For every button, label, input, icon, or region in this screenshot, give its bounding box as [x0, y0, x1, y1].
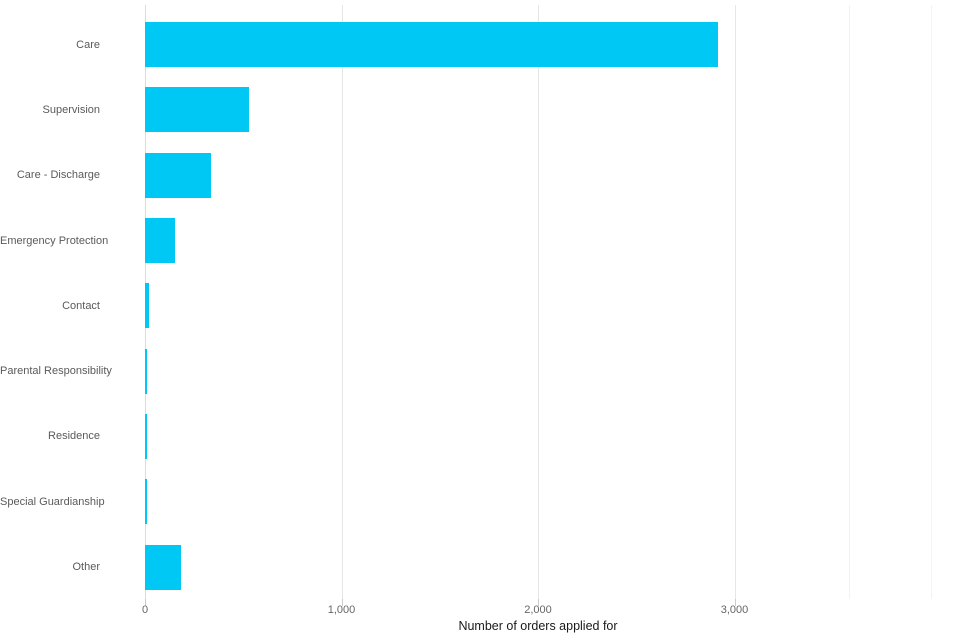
bar[interactable] [145, 218, 175, 263]
category-label: Other [72, 561, 100, 573]
x-tick-mark [538, 599, 539, 606]
bar[interactable] [145, 152, 212, 198]
bar[interactable] [145, 22, 718, 68]
x-tick-mark [734, 599, 736, 606]
x-tick-label: 1,000 [327, 604, 356, 616]
bar[interactable] [145, 413, 147, 459]
bar[interactable] [145, 479, 147, 525]
gridline [341, 5, 343, 599]
category-label: Special Guardianship [0, 495, 105, 508]
category-label: Residence [48, 430, 100, 443]
category-label: Care [76, 38, 100, 51]
bar[interactable] [145, 87, 249, 133]
bar[interactable] [145, 348, 147, 394]
category-label: Supervision [42, 103, 100, 116]
category-label: Parental Responsibility [0, 365, 112, 378]
x-tick-label: 3,000 [720, 604, 749, 616]
x-tick-label: 2,000 [524, 604, 552, 616]
faint-gridline [848, 5, 850, 599]
category-label: Emergency Protection [0, 234, 109, 247]
category-label: Care - Discharge [16, 169, 100, 182]
x-tick-mark [145, 599, 146, 606]
faint-gridline [931, 5, 932, 599]
gridline [734, 5, 736, 599]
bar[interactable] [145, 544, 181, 590]
category-label: Contact [62, 299, 100, 312]
x-tick-label: 0 [141, 604, 149, 616]
bar[interactable] [145, 283, 149, 329]
gridline [538, 5, 539, 599]
x-tick-mark [341, 599, 343, 606]
x-axis-title: Number of orders applied for [458, 619, 618, 633]
